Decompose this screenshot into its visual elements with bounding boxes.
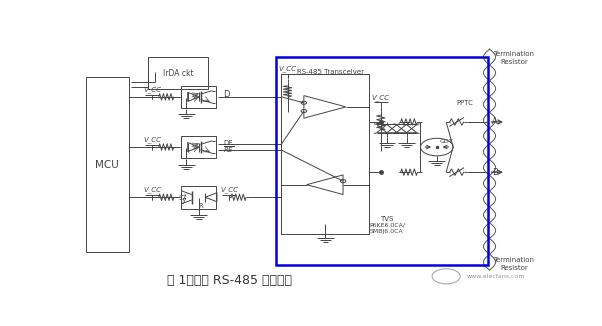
Bar xyxy=(181,186,216,209)
Text: Resistor: Resistor xyxy=(500,264,528,271)
Bar xyxy=(147,57,208,89)
Text: V_CC: V_CC xyxy=(372,94,390,101)
Text: V_CC: V_CC xyxy=(220,187,238,194)
Text: D: D xyxy=(223,90,229,99)
Bar xyxy=(276,57,488,265)
Text: $\overline{RE}$: $\overline{RE}$ xyxy=(223,144,234,155)
Text: Termination: Termination xyxy=(493,51,535,57)
Text: A: A xyxy=(492,117,498,126)
Text: R: R xyxy=(199,202,203,209)
Text: TVS: TVS xyxy=(380,216,394,222)
Text: Termination: Termination xyxy=(493,257,535,263)
Text: V_CC: V_CC xyxy=(143,86,161,93)
Text: IrDA ckt: IrDA ckt xyxy=(163,68,193,78)
Text: V_CC: V_CC xyxy=(279,65,297,72)
Text: SMBJ6.0CA: SMBJ6.0CA xyxy=(370,229,404,234)
Text: P6KE6.0CA/: P6KE6.0CA/ xyxy=(369,223,405,228)
Bar xyxy=(85,77,129,252)
Text: MCU: MCU xyxy=(95,160,119,170)
Text: RS-485 Transceiver: RS-485 Transceiver xyxy=(297,69,364,75)
Text: www.elecfans.com: www.elecfans.com xyxy=(467,274,526,279)
Text: GDT: GDT xyxy=(439,139,453,144)
Text: V_CC: V_CC xyxy=(143,137,161,143)
Bar xyxy=(181,136,216,158)
Text: V_CC: V_CC xyxy=(143,187,161,194)
Text: Resistor: Resistor xyxy=(500,59,528,65)
Text: 图 1：电表 RS-485 接口保护: 图 1：电表 RS-485 接口保护 xyxy=(167,274,292,287)
Text: PPTC: PPTC xyxy=(456,100,473,106)
Bar xyxy=(181,85,216,108)
Bar xyxy=(282,74,369,234)
Text: DE: DE xyxy=(223,140,233,146)
Text: B: B xyxy=(492,168,498,177)
